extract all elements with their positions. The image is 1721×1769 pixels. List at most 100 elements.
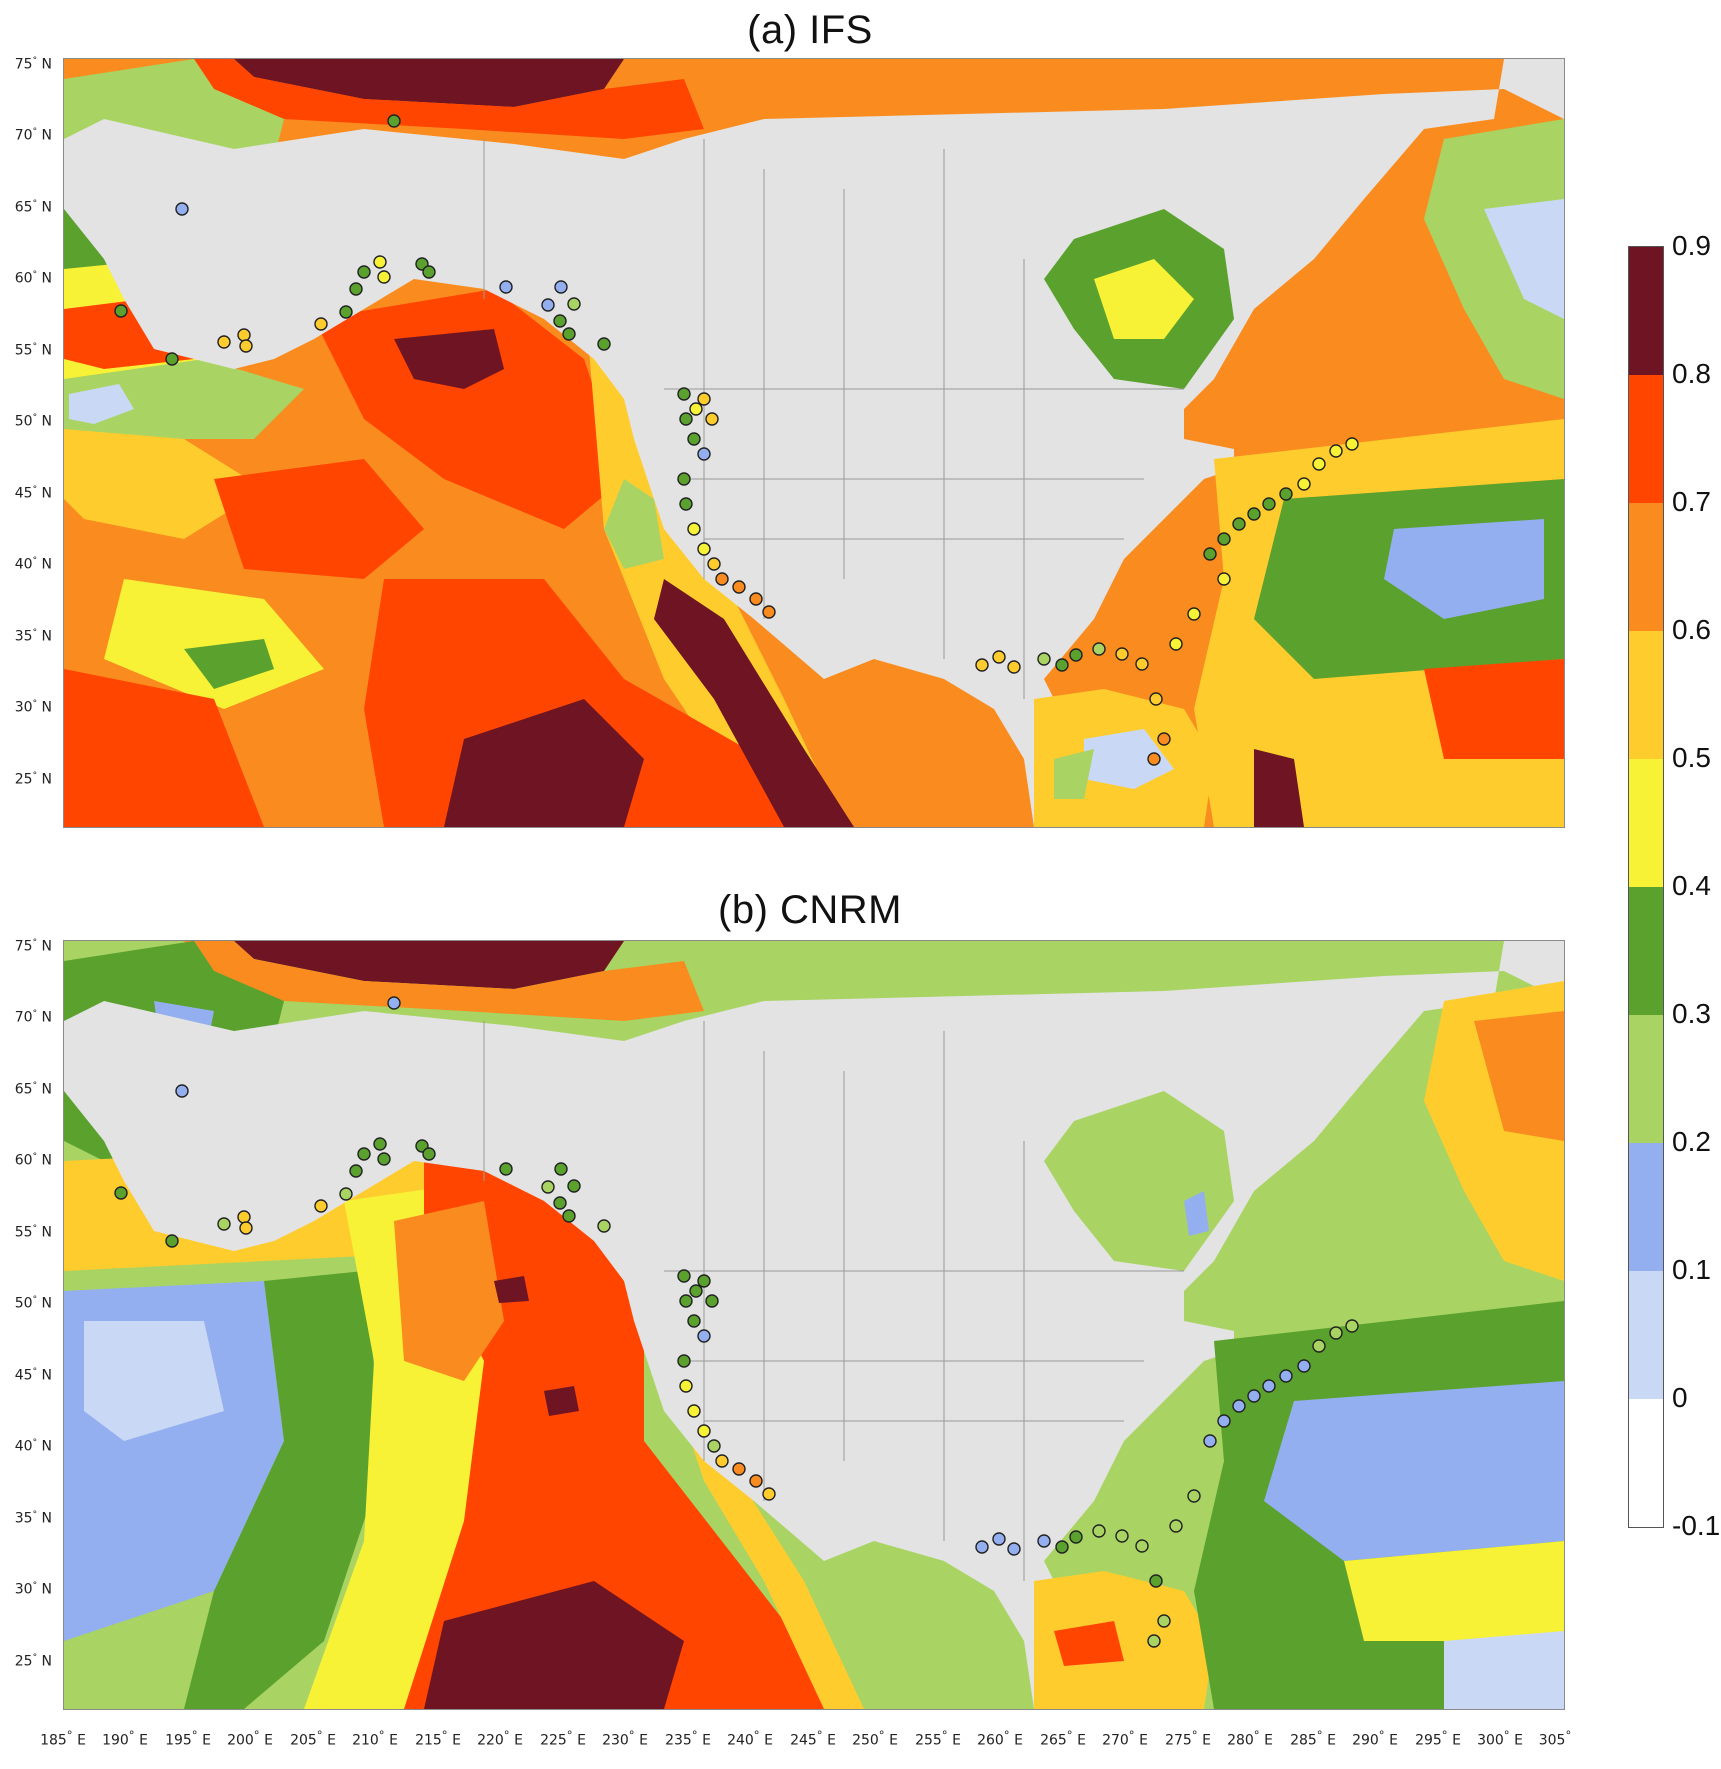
- arctic-band-dark: [234, 941, 624, 989]
- gulf-blue: [1084, 729, 1174, 789]
- colorbar-segment: [1629, 759, 1663, 888]
- lon-label: 270° E: [1102, 1728, 1148, 1749]
- labrador-sea: [1424, 119, 1564, 399]
- lon-label: 230° E: [602, 1728, 648, 1749]
- lon-label: 250° E: [852, 1728, 898, 1749]
- pacific-blue-west: [69, 384, 134, 424]
- atlantic-blue: [1264, 1381, 1564, 1561]
- atlantic-red: [1424, 659, 1564, 759]
- station-markers: [114, 996, 1359, 1648]
- colorbar-segment: [1629, 503, 1663, 632]
- gulf-of-mexico: [1034, 1571, 1214, 1709]
- labrador-blue: [1484, 199, 1564, 319]
- lat-label: 40° N: [14, 1438, 52, 1455]
- lon-label: 285° E: [1290, 1728, 1336, 1749]
- hudson-blue: [1184, 1191, 1209, 1236]
- gulf-green: [1054, 749, 1094, 799]
- lat-label: 75° N: [14, 938, 52, 955]
- lat-label: 30° N: [14, 699, 52, 716]
- colorbar-tick-label: 0.8: [1672, 358, 1711, 389]
- lat-label: 25° N: [14, 1653, 52, 1670]
- lon-label: 220° E: [477, 1728, 523, 1749]
- lat-label: 50° N: [14, 413, 52, 430]
- lon-label: 205° E: [290, 1728, 336, 1749]
- lat-label: 35° N: [14, 1510, 52, 1527]
- pacific-red-sw: [64, 669, 264, 827]
- pacific-lightblue-west: [84, 1321, 224, 1441]
- pacific-green-west: [64, 359, 304, 439]
- lat-label: 25° N: [14, 771, 52, 788]
- pacific-red-mid: [214, 459, 424, 579]
- colorbar-tick-label: 0.4: [1672, 870, 1711, 901]
- colorbar-segment: [1629, 1271, 1663, 1400]
- pacific-red-center: [314, 289, 624, 529]
- lon-label: 275° E: [1165, 1728, 1211, 1749]
- colorbar-tick-label: -0.1: [1672, 1510, 1721, 1541]
- hudson-bay-yellow: [1094, 259, 1194, 339]
- pacific-green-mid: [184, 1271, 384, 1709]
- gulf-red: [1054, 1621, 1124, 1666]
- colorbar-tick-label: 0.5: [1672, 742, 1711, 773]
- lon-label: 215° E: [415, 1728, 461, 1749]
- lat-label: 35° N: [14, 628, 52, 645]
- panel-a-map: [63, 58, 1565, 828]
- colorbar-tick-label: 0.2: [1672, 1126, 1711, 1157]
- lon-label: 240° E: [727, 1728, 773, 1749]
- colorbar-segment: [1629, 247, 1663, 376]
- lat-label: 70° N: [14, 127, 52, 144]
- lon-label: 290° E: [1352, 1728, 1398, 1749]
- lat-label: 60° N: [14, 1152, 52, 1169]
- colorbar-segment: [1629, 631, 1663, 760]
- arctic-band-dark: [234, 59, 624, 107]
- lon-label: 255° E: [915, 1728, 961, 1749]
- pacific-orange-center: [394, 1201, 504, 1381]
- panel-a-title: (a) IFS: [747, 8, 873, 52]
- lat-label: 55° N: [14, 1224, 52, 1241]
- lon-label: 210° E: [352, 1728, 398, 1749]
- state-borders: [483, 139, 1184, 699]
- baja-dark: [654, 579, 854, 827]
- lat-label: 65° N: [14, 1081, 52, 1098]
- colorbar-tick-label: 0.3: [1672, 998, 1711, 1029]
- lon-label: 305°: [1538, 1728, 1572, 1749]
- pacific-yellow-mid: [104, 579, 324, 709]
- atlantic-lightblue: [1444, 1631, 1564, 1709]
- labrador-orange: [1474, 1011, 1564, 1141]
- panel-b-map: [63, 940, 1565, 1710]
- lat-label: 40° N: [14, 556, 52, 573]
- colorbar-tick-label: 0: [1672, 1382, 1688, 1413]
- lat-label: 60° N: [14, 270, 52, 287]
- pacific-dark-center: [394, 329, 504, 389]
- atlantic-yellow: [1344, 1541, 1564, 1641]
- arctic-band-orange: [184, 941, 704, 1021]
- lon-label: 300° E: [1477, 1728, 1523, 1749]
- lon-label: 260° E: [977, 1728, 1023, 1749]
- lat-label: 30° N: [14, 1581, 52, 1598]
- colorbar-tick-label: 0.1: [1672, 1254, 1711, 1285]
- colorbar-segment: [1629, 375, 1663, 504]
- atlantic-blue: [1384, 519, 1544, 619]
- lon-label: 235° E: [665, 1728, 711, 1749]
- colorbar-segment: [1629, 887, 1663, 1016]
- colorbar-tick-label: 0.6: [1672, 614, 1711, 645]
- lat-label: 50° N: [14, 1295, 52, 1312]
- lon-label: 190° E: [102, 1728, 148, 1749]
- pacific-green-mid: [184, 639, 274, 689]
- colorbar-tick-label: 0.9: [1672, 230, 1711, 261]
- colorbar-segment: [1629, 1015, 1663, 1144]
- lon-label: 280° E: [1227, 1728, 1273, 1749]
- lon-label: 225° E: [540, 1728, 586, 1749]
- florida-strait-dark: [1254, 749, 1304, 827]
- lat-label: 45° N: [14, 485, 52, 502]
- station-markers: [114, 114, 1359, 766]
- colorbar-segment: [1629, 1143, 1663, 1272]
- pacific-dark-south: [444, 699, 644, 827]
- lon-label: 185° E: [40, 1728, 86, 1749]
- state-borders: [483, 1021, 1184, 1581]
- pacific-dark-south: [424, 1581, 684, 1709]
- colorbar-tick-label: 0.7: [1672, 486, 1711, 517]
- lat-label: 75° N: [14, 56, 52, 73]
- lon-label: 265° E: [1040, 1728, 1086, 1749]
- lat-label: 45° N: [14, 1367, 52, 1384]
- colorbar: [1628, 246, 1664, 1528]
